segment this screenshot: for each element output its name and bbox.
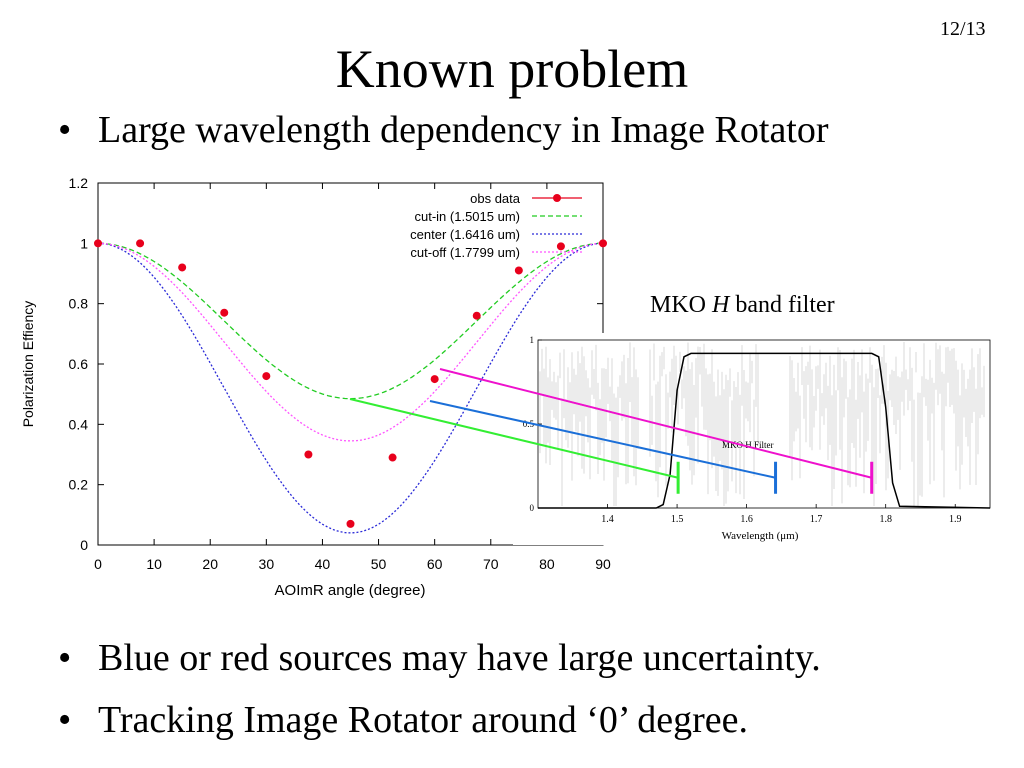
bullet-symbol: • [58, 637, 72, 679]
bullet-symbol: • [58, 699, 72, 741]
inset-x-tick-label: 1.4 [601, 514, 614, 525]
x-tick-label: 20 [202, 556, 218, 572]
bullet-symbol: • [58, 109, 72, 151]
slide-title: Known problem [335, 39, 689, 99]
filter-inset-chart: 1.4 1.5 1.6 1.7 1.8 1.9 0 0.5 1 MKO H Filter Wav… [513, 333, 994, 545]
obs-data-point [304, 450, 313, 459]
model-curve [97, 242, 604, 400]
connector-line [439, 368, 872, 479]
inset-title: MKO H band filter [650, 292, 835, 318]
x-axis-label: AOImR angle (degree) [275, 582, 426, 599]
x-tick-label: 10 [146, 556, 162, 572]
legend-label: center (1.6416 um) [410, 227, 520, 242]
filter-curve-label: MKO H Filter [722, 440, 774, 450]
inset-x-tick-label: 1.9 [949, 514, 962, 525]
x-tick-label: 30 [259, 556, 275, 572]
x-tick-label: 70 [483, 556, 499, 572]
page-number: 12/13 [940, 18, 986, 40]
bullet-text: Blue or red sources may have large uncer… [98, 637, 821, 679]
obs-data-point [599, 239, 607, 248]
x-tick-label: 40 [315, 556, 331, 572]
y-tick-label: 1 [80, 235, 88, 251]
bullet-1: • Large wavelength dependency in Image Ro… [58, 108, 829, 152]
obs-data-point [514, 266, 523, 275]
bullet-2: • Blue or red sources may have large unce… [58, 636, 821, 680]
bullet-text: Tracking Image Rotator around ‘0’ degree… [98, 699, 749, 741]
y-tick-label: 0 [80, 537, 88, 553]
atmospheric-transmission-background [539, 342, 985, 506]
inset-x-tick-label: 1.7 [810, 514, 823, 525]
inset-x-tick-label: 1.8 [879, 514, 892, 525]
y-tick-label: 1.2 [69, 175, 89, 191]
x-tick-label: 90 [595, 556, 611, 572]
legend-label: cut-off (1.7799 um) [410, 245, 520, 260]
legend-label: obs data [470, 191, 521, 206]
y-tick-label: 0.6 [69, 356, 89, 372]
legend-marker [553, 194, 561, 202]
wavelength-connectors [349, 368, 872, 479]
obs-data-point [346, 519, 355, 528]
filter-transmission-curve [538, 352, 991, 509]
obs-data-point [430, 375, 439, 384]
inset-y-tick-label: 0 [530, 503, 535, 513]
inset-x-tick-label: 1.5 [671, 514, 684, 525]
bullet-3: • Tracking Image Rotator around ‘0’ degre… [58, 698, 748, 742]
legend-label: cut-in (1.5015 um) [415, 209, 521, 224]
y-tick-label: 0.2 [69, 477, 89, 493]
inset-x-tick-label: 1.6 [740, 514, 753, 525]
x-tick-label: 60 [427, 556, 443, 572]
bullet-text: Large wavelength dependency in Image Rot… [98, 109, 829, 151]
obs-data-point [472, 311, 481, 320]
x-tick-label: 0 [94, 556, 102, 572]
obs-data-point [220, 308, 229, 317]
inset-y-tick-label: 0.5 [523, 419, 535, 429]
obs-data-point [388, 453, 397, 462]
y-tick-label: 0.4 [69, 416, 89, 432]
model-curve [97, 242, 604, 442]
obs-data-point [556, 242, 565, 251]
model-curve [97, 242, 604, 534]
inset-x-axis-label: Wavelength (μm) [722, 530, 799, 542]
x-tick-label: 80 [539, 556, 555, 572]
y-axis-label: Polarization Effiency [20, 301, 36, 428]
y-tick-label: 0.8 [69, 296, 89, 312]
x-tick-label: 50 [371, 556, 387, 572]
obs-data-point [178, 263, 187, 272]
obs-data-point [136, 239, 145, 248]
obs-data-point [262, 372, 271, 381]
inset-y-tick-label: 1 [530, 335, 535, 345]
legend: obs data cut-in (1.5015 um) center (1.6416… [410, 191, 582, 260]
connector-line [429, 400, 776, 479]
connector-line [349, 398, 679, 479]
obs-data-point [94, 239, 102, 248]
